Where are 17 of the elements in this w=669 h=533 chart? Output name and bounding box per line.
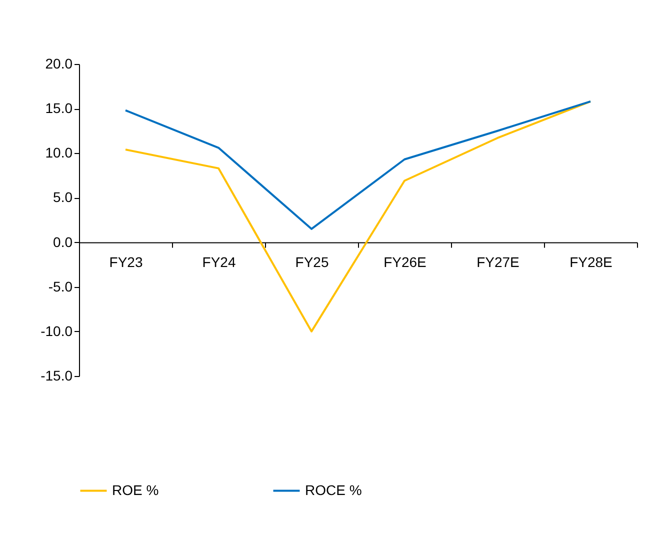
x-tick-label: FY24 (202, 254, 236, 270)
y-tick-label: -10.0 (40, 322, 73, 339)
y-tick-label: 15.0 (45, 100, 73, 116)
x-tick-label: FY25 (295, 254, 329, 270)
x-tick-label: FY26E (384, 254, 426, 270)
x-tick-label: FY27E (476, 254, 520, 270)
x-tick-label: FY23 (109, 254, 143, 270)
legend-label: ROE % (112, 482, 159, 498)
y-tick-label: 20.0 (45, 56, 73, 72)
y-tick-label: -15.0 (40, 368, 73, 384)
y-tick-label: 0.0 (53, 234, 73, 250)
y-tick-label: 5.0 (53, 189, 73, 206)
y-tick-label: -5.0 (48, 278, 73, 294)
line-series (124, 100, 592, 230)
y-tick-label: 10.0 (45, 144, 73, 161)
legend-label: ROCE % (305, 482, 362, 498)
x-tick-label: FY28E (570, 254, 612, 270)
